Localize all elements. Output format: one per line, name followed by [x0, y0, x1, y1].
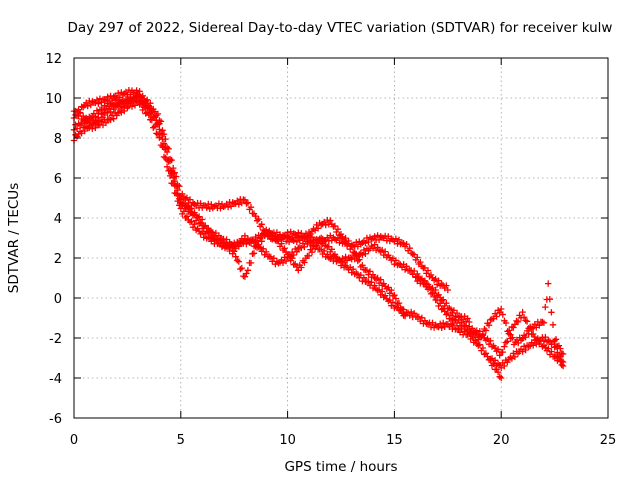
- series-markers: [487, 333, 567, 371]
- series-track-6: [466, 280, 567, 358]
- series-markers: [70, 87, 409, 320]
- y-axis-label: SDTVAR / TECUs: [6, 183, 22, 293]
- y-tick-label: -6: [49, 412, 62, 427]
- series-track-1: [70, 87, 409, 320]
- series-markers: [70, 97, 473, 326]
- x-tick-label: 0: [70, 433, 78, 448]
- chart-title: Day 297 of 2022, Sidereal Day-to-day VTE…: [68, 20, 613, 36]
- y-tick-label: -2: [49, 332, 62, 347]
- x-axis-ticks: 0 5 10 15 20 25: [70, 58, 616, 448]
- y-tick-label: 0: [54, 292, 62, 307]
- x-tick-label: 25: [600, 433, 617, 448]
- x-tick-label: 15: [386, 433, 403, 448]
- y-tick-label: 2: [54, 252, 62, 267]
- y-tick-label: 10: [45, 92, 62, 107]
- series-track-3: [70, 97, 473, 326]
- y-tick-label: 8: [54, 132, 62, 147]
- data-series: [70, 87, 567, 382]
- x-tick-label: 10: [279, 433, 296, 448]
- y-tick-label: -4: [49, 372, 62, 387]
- x-axis-label: GPS time / hours: [284, 459, 397, 475]
- x-tick-label: 5: [177, 433, 185, 448]
- x-tick-label: 20: [493, 433, 510, 448]
- y-tick-label: 4: [54, 212, 62, 227]
- y-tick-label: 6: [54, 172, 62, 187]
- y-tick-label: 12: [45, 52, 62, 67]
- series-markers: [466, 280, 567, 358]
- series-track-7: [487, 333, 567, 371]
- y-axis-ticks: -6 -4 -2 0 2 4 6 8 10 12: [45, 52, 608, 427]
- plot-frame: [73, 57, 609, 419]
